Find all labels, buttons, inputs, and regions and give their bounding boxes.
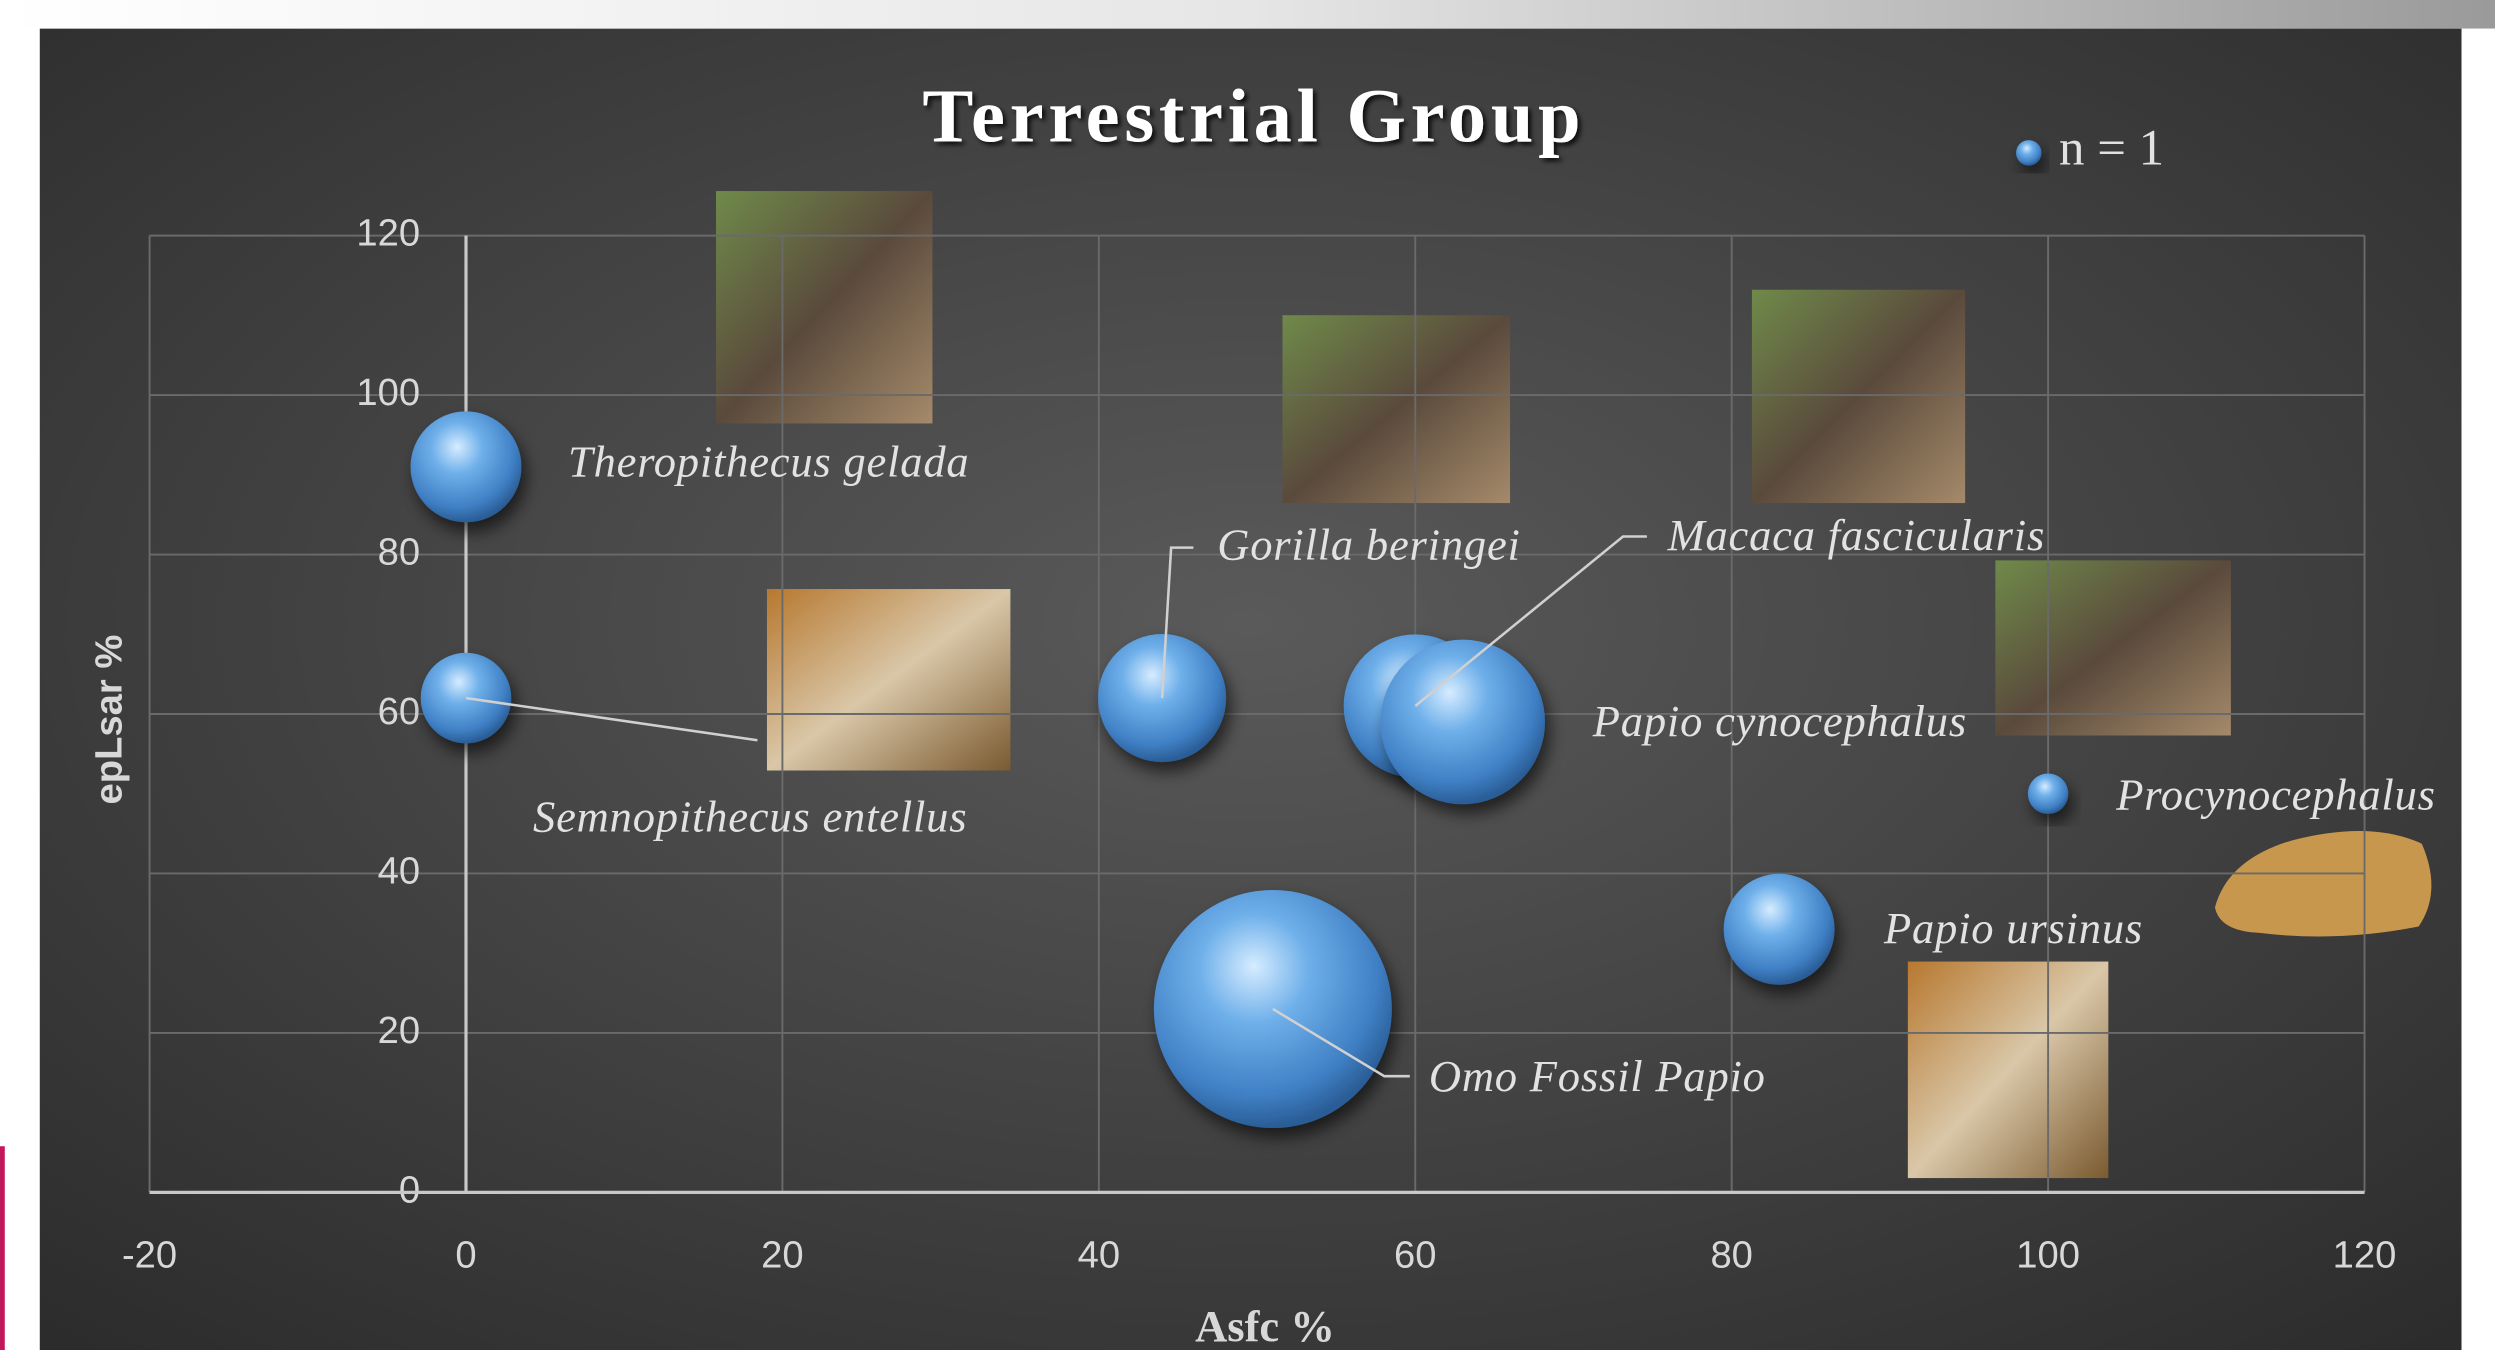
bubble <box>1724 874 1835 985</box>
photo <box>716 191 932 423</box>
bubble <box>2028 773 2069 814</box>
y-tick-label: 40 <box>378 850 420 893</box>
x-tick-label: 40 <box>1078 1234 1120 1277</box>
bubble-label: Omo Fossil Papio <box>1429 1051 1766 1101</box>
bubble <box>1154 890 1392 1128</box>
x-tick-label: -20 <box>122 1234 177 1277</box>
accent <box>0 1146 5 1350</box>
x-tick-label: 60 <box>1394 1234 1436 1277</box>
photo <box>1752 290 1965 503</box>
bubble <box>421 653 512 744</box>
bubble <box>1380 640 1545 805</box>
photo <box>767 589 1010 770</box>
y-tick-label: 80 <box>378 531 420 574</box>
bubble-label: Theropithecus gelada <box>568 437 969 487</box>
chart-title: Terrestrial Group <box>922 74 1585 159</box>
y-axis-title: epLsar % <box>87 635 130 805</box>
y-tick-label: 60 <box>378 690 420 733</box>
bubble-label: Semnopithecus entellus <box>533 792 967 842</box>
x-tick-label: 120 <box>2333 1234 2397 1277</box>
x-tick-label: 100 <box>2016 1234 2080 1277</box>
y-tick-label: 0 <box>399 1168 420 1211</box>
y-tick-label: 20 <box>378 1009 420 1052</box>
x-axis-title: Asfc % <box>1195 1301 1335 1350</box>
chart: -20 0 20 40 60 80 100 120 0 20 40 60 80 100 120 Therop… <box>0 0 2495 1350</box>
top-band <box>0 0 2495 29</box>
bubble-label: Papio cynocephalus <box>1592 696 1967 746</box>
bubble <box>411 411 522 522</box>
photo <box>1908 962 2108 1179</box>
y-tick-label: 100 <box>356 371 420 414</box>
y-tick-label: 120 <box>356 212 420 255</box>
bubble-label: Procynocephalus <box>2115 769 2435 819</box>
bubble-label: Macaca fascicularis <box>1667 510 2046 560</box>
bubble-label: Gorilla beringei <box>1217 519 1520 569</box>
x-tick-label: 20 <box>761 1234 803 1277</box>
x-tick-label: 80 <box>1710 1234 1752 1277</box>
bubble-label: Papio ursinus <box>1883 903 2143 953</box>
photo <box>1995 560 2230 735</box>
legend-label: n = 1 <box>2059 121 2164 177</box>
legend-marker <box>2016 140 2041 165</box>
right-margin <box>2462 29 2495 1350</box>
bubble <box>1098 634 1226 762</box>
page: {"chart_data": { "type": "bubble", "titl… <box>0 0 2495 1350</box>
x-tick-label: 0 <box>455 1234 476 1277</box>
left-margin <box>0 29 40 1350</box>
photo <box>1283 315 1511 503</box>
